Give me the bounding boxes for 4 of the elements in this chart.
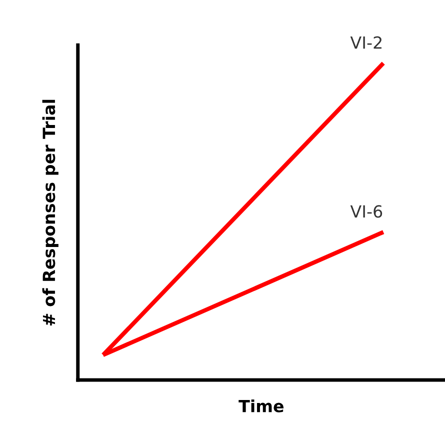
y-axis-title: # of Responses per Trial (42, 100, 58, 326)
series-label: VI-6 (350, 205, 382, 218)
series-label: VI-2 (350, 36, 382, 49)
x-axis-title: Time (238, 399, 284, 412)
